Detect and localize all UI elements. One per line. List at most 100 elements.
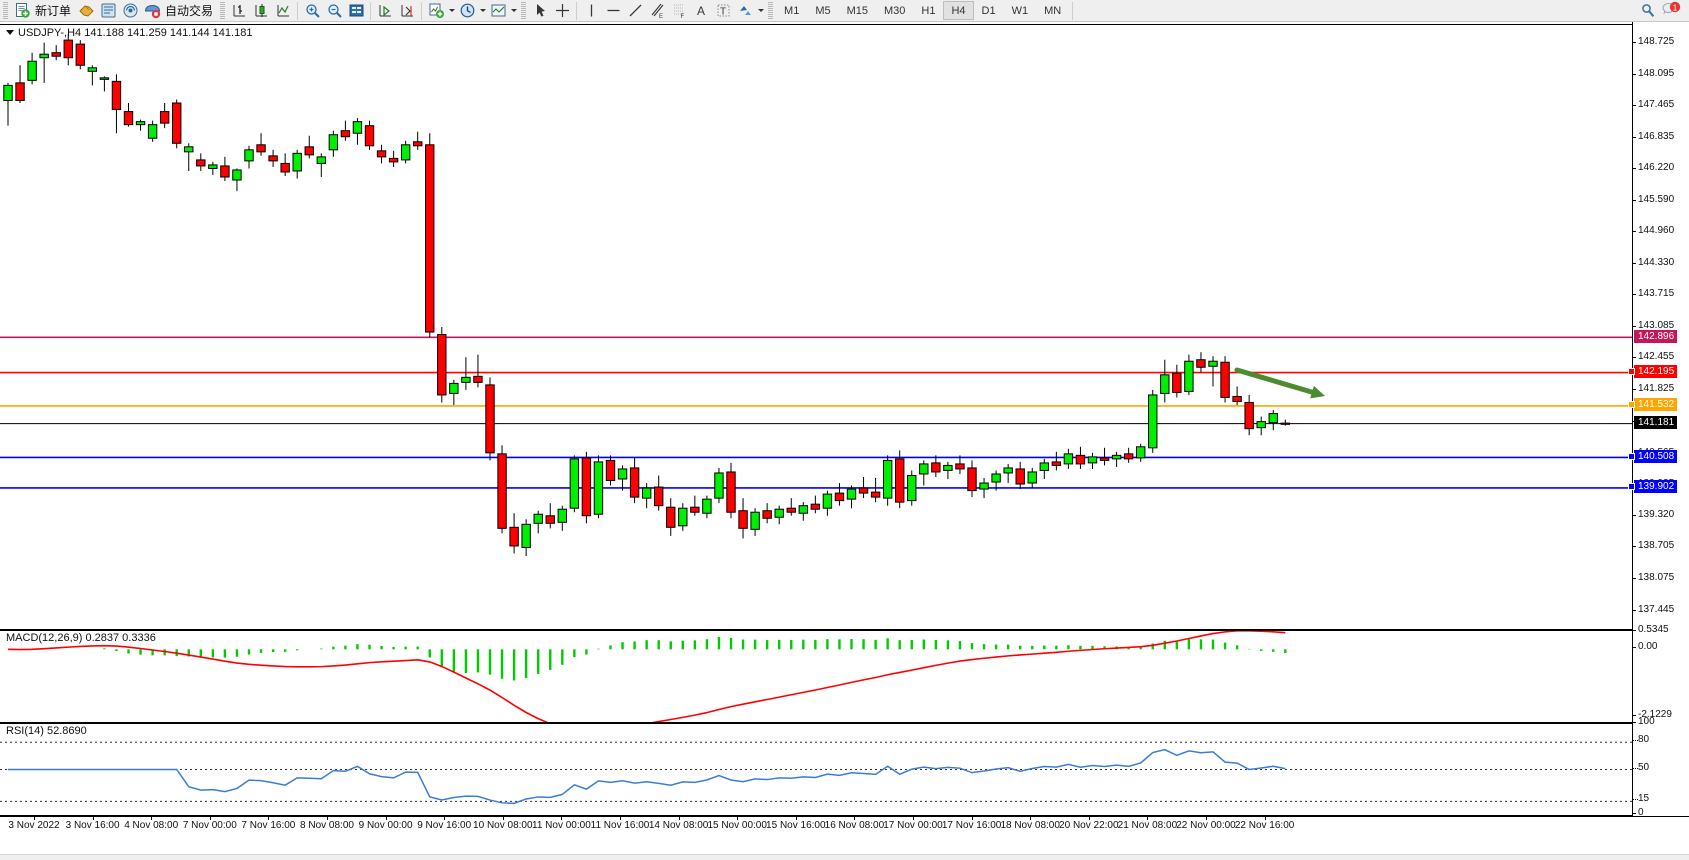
chart-area[interactable]: USDJPY-,H4 141.188 141.259 141.144 141.1…	[0, 22, 1689, 860]
timeframe-mn[interactable]: MN	[1044, 4, 1062, 17]
time-label: 15 Nov 00:00	[707, 820, 767, 831]
zoom-in-icon[interactable]	[301, 1, 323, 21]
time-tick	[1206, 817, 1207, 820]
candle	[509, 513, 519, 554]
chart-shift-icon[interactable]	[345, 1, 367, 21]
price-line-handle[interactable]	[1628, 401, 1635, 409]
timeframe-m15[interactable]: M15	[846, 4, 868, 17]
signals-icon[interactable]	[119, 1, 141, 21]
new-order-button[interactable]	[11, 1, 33, 21]
candlestick-chart-icon[interactable]	[250, 1, 272, 21]
search-icon[interactable]	[1637, 1, 1659, 21]
time-tick	[678, 817, 680, 820]
time-tick	[737, 817, 739, 820]
candle	[593, 455, 604, 519]
text-label-icon[interactable]: T	[712, 1, 734, 21]
candle	[581, 451, 592, 524]
autotrading-icon[interactable]	[141, 1, 163, 21]
candle	[135, 119, 146, 131]
new-order-label: 新订单	[35, 4, 72, 18]
indicators-caret-icon[interactable]	[447, 2, 456, 20]
price-badge-142.195[interactable]: 142.195	[1634, 365, 1678, 379]
auto-scroll-icon[interactable]	[374, 1, 396, 21]
chevron-down-icon[interactable]	[6, 29, 14, 35]
time-tick	[268, 817, 270, 820]
candle	[1148, 389, 1158, 453]
price-badge-140.508[interactable]: 140.508	[1634, 449, 1678, 463]
periods-icon[interactable]	[456, 1, 478, 21]
toolbar-grip-4[interactable]	[768, 1, 774, 20]
toolbar-grip[interactable]	[3, 1, 8, 20]
price-line-handle[interactable]	[1628, 452, 1635, 460]
trend-arrow-annotation[interactable]	[1234, 367, 1325, 399]
expert-advisors-icon[interactable]	[75, 1, 97, 21]
horizontal-line-icon[interactable]	[602, 1, 624, 21]
main-toolbar: 新订单 自动交易	[0, 0, 1689, 22]
price-badge-142.896[interactable]: 142.896	[1634, 329, 1678, 343]
time-tick	[1030, 817, 1032, 820]
timeframe-w1[interactable]: W1	[1011, 4, 1029, 17]
text-icon[interactable]: A	[690, 1, 712, 21]
templates-icon[interactable]	[487, 1, 509, 21]
templates-caret-icon[interactable]	[509, 2, 518, 20]
time-label: 15 Nov 16:00	[766, 820, 826, 831]
trendline-icon[interactable]	[624, 1, 646, 21]
shapes-icon[interactable]	[734, 1, 756, 21]
toolbar-grip-3[interactable]	[521, 1, 527, 20]
candle	[220, 156, 230, 182]
time-tick	[34, 817, 35, 820]
candle	[798, 502, 808, 521]
candle	[991, 470, 1001, 491]
candle	[726, 462, 736, 519]
timeframe-h1[interactable]: H1	[921, 4, 936, 17]
vertical-line-icon[interactable]	[580, 1, 602, 21]
zoom-out-icon[interactable]	[323, 1, 345, 21]
toolbar-grip-2[interactable]	[220, 1, 226, 20]
macd-pane[interactable]: MACD(12,26,9) 0.2837 0.3336	[0, 630, 1689, 723]
timeframe-m1[interactable]: M1	[784, 4, 800, 17]
timeframe-m5[interactable]: M5	[815, 4, 831, 17]
price-badge-141.181[interactable]: 141.181	[1634, 416, 1678, 430]
fibonacci-icon[interactable]: F	[668, 1, 690, 21]
notifications-icon[interactable]: 1	[1659, 1, 1683, 21]
line-chart-icon[interactable]	[272, 1, 294, 21]
bar-chart-icon[interactable]	[228, 1, 250, 21]
candle	[690, 495, 700, 516]
status-bar	[0, 854, 1689, 860]
candle	[846, 485, 857, 509]
candle	[99, 76, 110, 92]
time-tick	[502, 817, 504, 820]
timeframe-d1[interactable]: D1	[981, 4, 996, 17]
chart-shift-end-icon[interactable]	[396, 1, 418, 21]
indicators-icon[interactable]	[425, 1, 447, 21]
time-label: 3 Nov 2022	[8, 820, 60, 831]
equidistant-channel-icon[interactable]: E	[646, 1, 668, 21]
price-scale[interactable]: 148.725 148.095 147.465 146.835 146.220 145.5…	[1628, 22, 1689, 818]
price-badge-141.532[interactable]: 141.532	[1634, 398, 1678, 412]
candle	[1256, 416, 1266, 436]
price-line-handle[interactable]	[1628, 368, 1635, 376]
price-badge-139.902[interactable]: 139.902	[1634, 480, 1678, 494]
shapes-caret-icon[interactable]	[756, 2, 765, 20]
time-label: 11 Nov 16:00	[590, 820, 650, 831]
price-line-handle[interactable]	[1628, 483, 1635, 491]
candle	[256, 133, 266, 156]
time-label: 7 Nov 00:00	[182, 820, 237, 831]
time-tick	[1147, 817, 1149, 820]
candle	[822, 490, 833, 516]
candle	[87, 65, 98, 86]
time-scale[interactable]: 3 Nov 2022 3 Nov 16:00 4 Nov 08:00 7 Nov 00…	[0, 816, 1689, 838]
crosshair-icon[interactable]	[551, 1, 573, 21]
candle	[545, 503, 555, 529]
timeframe-m30[interactable]: M30	[884, 4, 906, 17]
data-window-icon[interactable]	[97, 1, 119, 21]
price-pane[interactable]: USDJPY-,H4 141.188 141.259 141.144 141.1…	[0, 24, 1689, 630]
candle	[557, 505, 567, 531]
rsi-pane[interactable]: RSI(14) 52.8690	[0, 723, 1689, 816]
cursor-icon[interactable]	[529, 1, 551, 21]
time-label: 22 Nov 00:00	[1176, 820, 1236, 831]
timeframe-h4[interactable]: H4	[943, 1, 974, 20]
time-label: 17 Nov 16:00	[941, 820, 1002, 831]
periods-caret-icon[interactable]	[478, 2, 487, 20]
